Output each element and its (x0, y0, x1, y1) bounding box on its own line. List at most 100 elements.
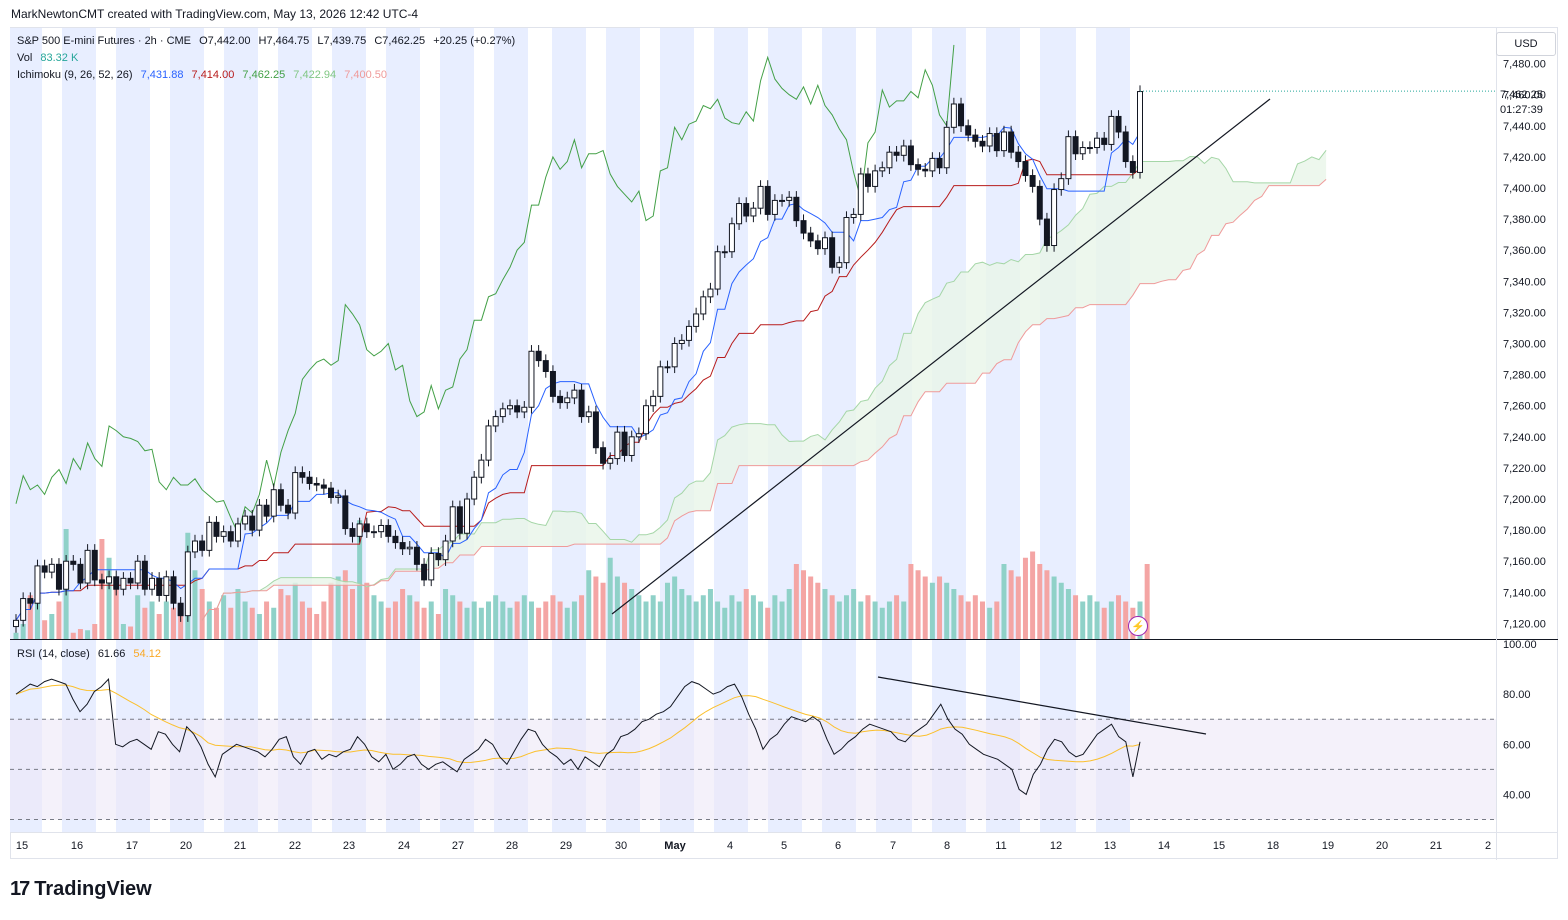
candle-body (485, 425, 492, 461)
volume-bar (543, 601, 549, 639)
volume-bar (994, 601, 1000, 639)
time-tick-label: 27 (452, 840, 464, 852)
candle-body (306, 476, 313, 484)
candle-body (1065, 136, 1072, 180)
volume-bar (693, 601, 699, 639)
price-tick-label: 7,220.00 (1503, 463, 1546, 475)
candle-body (671, 343, 678, 368)
volume-bar (815, 582, 821, 639)
candle-body (63, 560, 70, 590)
ichimoku-span-b-line (201, 179, 1327, 621)
rsi-line (15, 677, 1141, 796)
attribution-text: MarkNewtonCMT created with TradingView.c… (11, 7, 419, 21)
candle-body (829, 237, 836, 268)
symbol-label[interactable]: S&P 500 E-mini Futures · 2h · CME (17, 35, 192, 47)
candle-body (585, 411, 592, 418)
tradingview-logo[interactable]: 17 TradingView (10, 878, 152, 901)
candle-body (156, 577, 163, 596)
candle-body (728, 223, 735, 253)
volume-bar (879, 607, 885, 639)
candle-body (943, 126, 950, 169)
volume-bar (149, 601, 155, 639)
candle-body (557, 395, 564, 404)
candle-body (220, 531, 227, 537)
candle-body (764, 185, 771, 215)
candle-body (428, 552, 435, 581)
candle-body (1029, 175, 1036, 187)
candle-body (879, 167, 886, 172)
candle-body (478, 459, 485, 478)
candle-body (528, 350, 535, 408)
time-tick-label: 5 (781, 840, 787, 852)
lightning-icon[interactable]: ⚡ (1128, 616, 1148, 636)
price-tick-label: 7,240.00 (1503, 432, 1546, 444)
volume-bar (750, 595, 756, 639)
time-tick-label: 20 (1376, 840, 1388, 852)
candle-body (77, 563, 84, 584)
volume-bar (822, 589, 828, 639)
candle-body (120, 577, 127, 590)
ichimoku-label[interactable]: Ichimoku (9, 26, 52, 26) (17, 69, 133, 81)
candle-body (1072, 136, 1079, 155)
session-band (606, 28, 640, 832)
volume-bar (321, 601, 327, 639)
volume-bar (407, 595, 413, 639)
candle-body (378, 524, 385, 533)
volume-bar (156, 614, 162, 639)
candle-body (199, 540, 206, 551)
candle-body (807, 232, 814, 242)
time-tick-label: 22 (289, 840, 301, 852)
time-tick-label: 23 (343, 840, 355, 852)
candle-body (857, 173, 864, 215)
rsi-label[interactable]: RSI (14, close) (17, 648, 90, 660)
candle-body (986, 133, 993, 147)
candle-body (113, 576, 120, 590)
price-tick-label: 7,280.00 (1503, 370, 1546, 382)
time-tick-label: 28 (506, 840, 518, 852)
volume-bar (206, 601, 212, 639)
candle-body (320, 484, 327, 489)
volume-bar (937, 576, 943, 639)
time-tick-label: 4 (727, 840, 733, 852)
volume-bar (171, 607, 177, 639)
volume-bar (1037, 564, 1043, 639)
time-tick-label: 15 (1213, 840, 1225, 852)
volume-bar (829, 595, 835, 639)
volume-bar (808, 576, 814, 639)
volume-bar (421, 607, 427, 639)
volume-bar (1080, 601, 1086, 639)
candle-body (836, 262, 843, 268)
currency-button[interactable]: USD (1496, 32, 1556, 56)
volume-bar (242, 601, 248, 639)
vol-label[interactable]: Vol (17, 52, 33, 64)
time-tick-label: 18 (1267, 840, 1279, 852)
volume-bar (228, 607, 234, 639)
volume-bar (958, 595, 964, 639)
candle-body (814, 240, 821, 250)
session-band (10, 28, 42, 832)
volume-bar (743, 589, 749, 639)
volume-bar (929, 582, 935, 639)
candle-body (292, 472, 299, 514)
candle-body (392, 535, 399, 544)
candle-body (256, 504, 263, 531)
volume-bar (213, 607, 219, 639)
volume-bar (500, 601, 506, 639)
vol-value: 83.32 K (40, 52, 79, 64)
candle-body (1137, 91, 1143, 173)
volume-bar (872, 601, 878, 639)
volume-bar (858, 601, 864, 639)
volume-bar (793, 564, 799, 639)
price-tick-label: 7,380.00 (1503, 214, 1546, 226)
candle-body (413, 546, 420, 565)
volume-bar (20, 624, 26, 639)
candle-body (600, 447, 607, 464)
candle-body (843, 217, 850, 264)
candle-body (693, 313, 700, 327)
candle-body (134, 560, 141, 584)
volume-bar (715, 601, 721, 639)
volume-bar (972, 595, 978, 639)
candle-body (98, 579, 105, 584)
volume-bar (679, 589, 685, 639)
